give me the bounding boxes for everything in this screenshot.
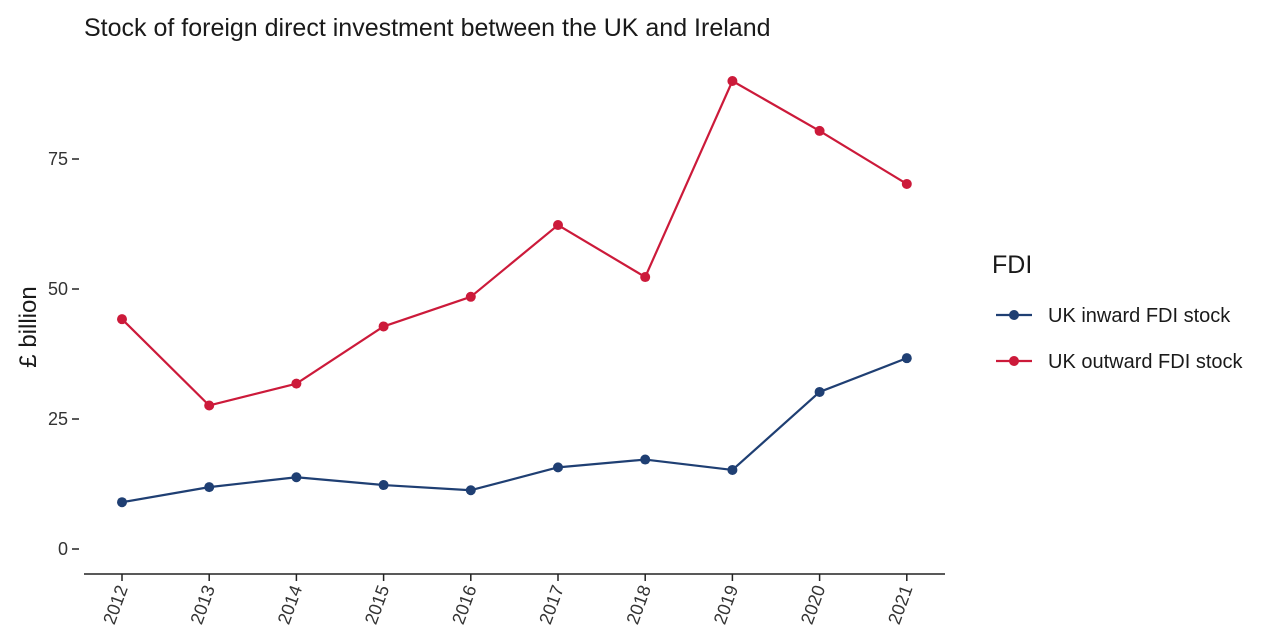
y-axis: 0 25 50 75 [48,149,79,559]
legend-label: UK inward FDI stock [1048,305,1231,327]
data-point [291,472,302,483]
series-line [121,79,908,407]
x-tick-label: 2017 [535,583,567,627]
data-point [814,125,825,136]
x-tick-label: 2016 [448,583,480,627]
data-point [901,353,912,364]
legend-item: UK outward FDI stock [996,351,1244,373]
data-point [901,178,912,189]
plot-area [117,76,912,508]
legend-key-point [1009,310,1019,320]
x-tick-label: 2012 [99,583,131,627]
x-tick-label: 2019 [710,583,742,627]
data-point [553,220,563,231]
data-point [553,462,563,473]
data-point [378,480,389,491]
data-point [465,291,476,302]
data-point [117,497,127,508]
x-tick-label: 2020 [797,583,829,627]
x-tick-label: 2015 [361,583,393,627]
series-outward [117,76,912,411]
data-point [465,485,476,496]
legend-item: UK inward FDI stock [996,305,1231,327]
data-point [378,321,389,332]
x-axis: 2012 2013 2014 2015 2016 2017 2018 2019 2020 2021 [84,573,945,627]
data-point [640,272,651,283]
y-axis-title: £ billion [15,286,42,367]
legend: FDI UK inward FDI stock UK outward FDI st… [992,251,1244,373]
x-tick-label: 2021 [884,583,916,627]
legend-label: UK outward FDI stock [1048,351,1244,373]
data-point [204,400,215,411]
series-inward [117,353,912,508]
data-point [117,314,127,325]
data-point [727,76,738,86]
series-line [121,357,908,504]
x-tick-label: 2013 [186,583,218,627]
data-point [640,454,651,465]
y-tick-label: 25 [48,409,68,429]
legend-items: UK inward FDI stock UK outward FDI stock [996,305,1244,373]
legend-key-point [1009,356,1019,366]
y-tick-label: 0 [58,539,68,559]
x-tick-label: 2018 [622,583,654,627]
data-point [814,386,825,397]
data-point [727,464,738,475]
chart-title: Stock of foreign direct investment betwe… [84,14,771,42]
data-point [291,378,302,389]
legend-title: FDI [992,251,1032,279]
data-point [204,482,215,493]
y-tick-label: 75 [48,149,68,169]
x-tick-label: 2014 [274,583,306,627]
y-tick-label: 50 [48,279,68,299]
